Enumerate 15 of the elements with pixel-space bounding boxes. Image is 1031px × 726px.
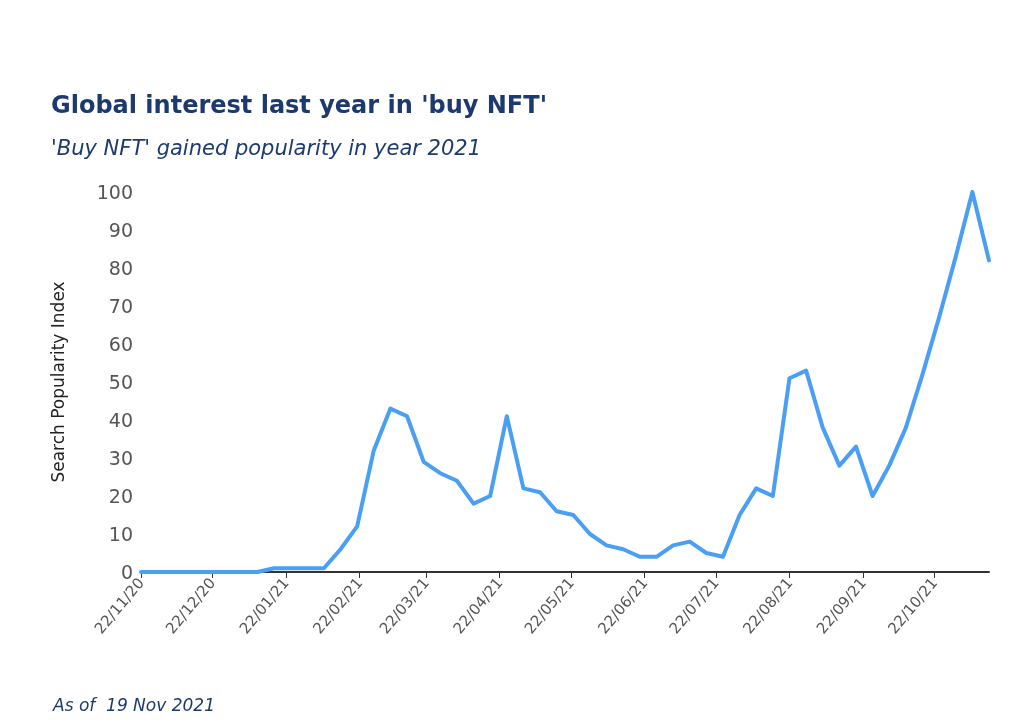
y-tick-label: 30 (108, 447, 133, 469)
y-tick-label: 20 (108, 485, 133, 507)
y-tick-label: 10 (108, 523, 133, 545)
chart-title: Global interest last year in 'buy NFT' (51, 91, 547, 119)
y-tick-label: 80 (108, 257, 133, 279)
y-axis-title: Search Popularity Index (47, 281, 68, 483)
y-tick-label: 0 (120, 561, 133, 583)
y-tick-label: 70 (108, 295, 133, 317)
y-tick-label: 100 (96, 181, 133, 203)
chart-subtitle: 'Buy NFT' gained popularity in year 2021 (51, 135, 482, 160)
y-tick-label: 50 (108, 371, 133, 393)
y-tick-label: 90 (108, 219, 133, 241)
text: As of 19 Nov 2021 (52, 694, 215, 715)
y-tick-label: 40 (108, 409, 133, 431)
y-tick-label: 60 (108, 333, 133, 355)
